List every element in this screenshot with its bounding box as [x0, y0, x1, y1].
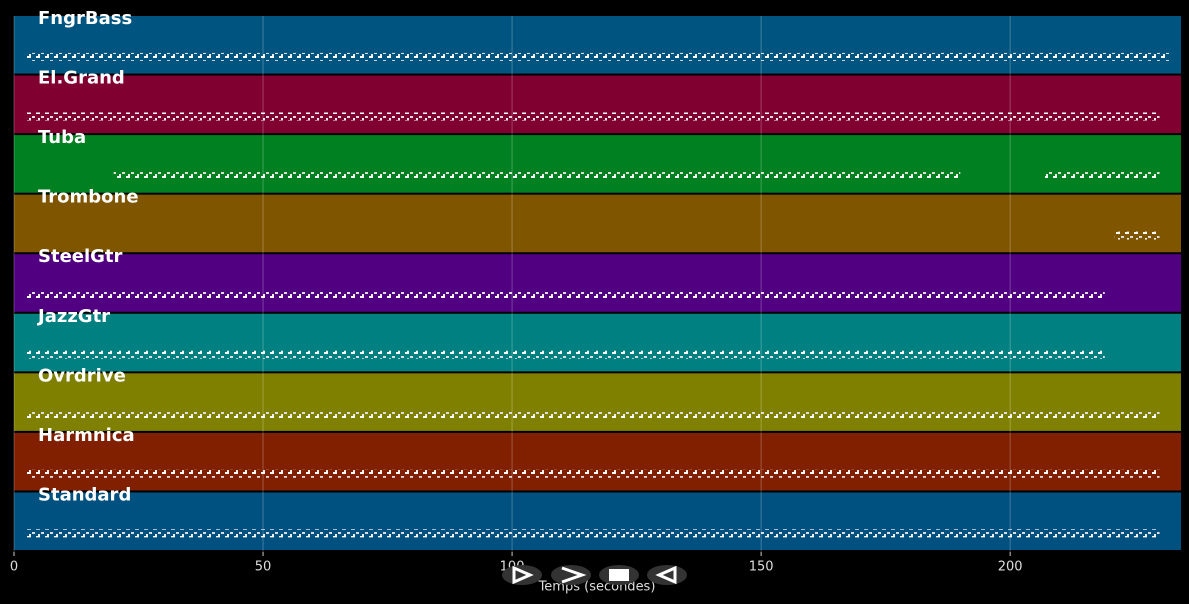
tracks — [14, 16, 1181, 550]
track-name: JazzGtr — [36, 306, 110, 327]
x-tick-label: 50 — [255, 560, 272, 575]
track-name: El.Grand — [38, 68, 125, 89]
back-button[interactable] — [647, 565, 687, 585]
play-button[interactable] — [502, 565, 542, 585]
x-tick-label: 0 — [10, 560, 18, 575]
note-span — [26, 112, 1160, 121]
track-background — [14, 492, 1181, 550]
note-span — [113, 172, 961, 181]
note-span — [26, 410, 1160, 419]
note-span — [26, 350, 1105, 359]
note-span — [26, 52, 1170, 61]
x-tick-label: 200 — [998, 560, 1023, 575]
track-background — [14, 75, 1181, 134]
note-span — [26, 291, 1105, 300]
track-background — [14, 373, 1181, 431]
forward-button[interactable] — [551, 565, 591, 585]
track-background — [14, 432, 1181, 491]
note-span — [26, 469, 1160, 478]
track-background — [14, 254, 1181, 312]
track-name: SteelGtr — [38, 246, 123, 267]
x-tick-label: 150 — [749, 560, 774, 575]
x-axis-label: Temps (secondes) — [538, 580, 656, 595]
note-span — [26, 529, 1160, 538]
note-span — [1045, 172, 1160, 181]
track-name: Harmnica — [38, 425, 135, 446]
track-name: Ovrdrive — [38, 365, 126, 386]
playback-controls — [502, 565, 687, 585]
track-name: Trombone — [38, 187, 139, 208]
stop-button[interactable] — [599, 565, 639, 585]
track-background — [14, 16, 1181, 74]
track-name: Standard — [38, 484, 131, 505]
track-name: FngrBass — [38, 8, 132, 29]
grid — [13, 16, 1011, 556]
track-name: Tuba — [38, 127, 86, 148]
track-background — [14, 313, 1181, 372]
track-background — [14, 135, 1181, 193]
labels: FngrBass El.Grand Tuba Trombone SteelGtr Jazz… — [10, 8, 1023, 575]
track-background — [14, 194, 1181, 253]
note-span — [1114, 231, 1160, 240]
